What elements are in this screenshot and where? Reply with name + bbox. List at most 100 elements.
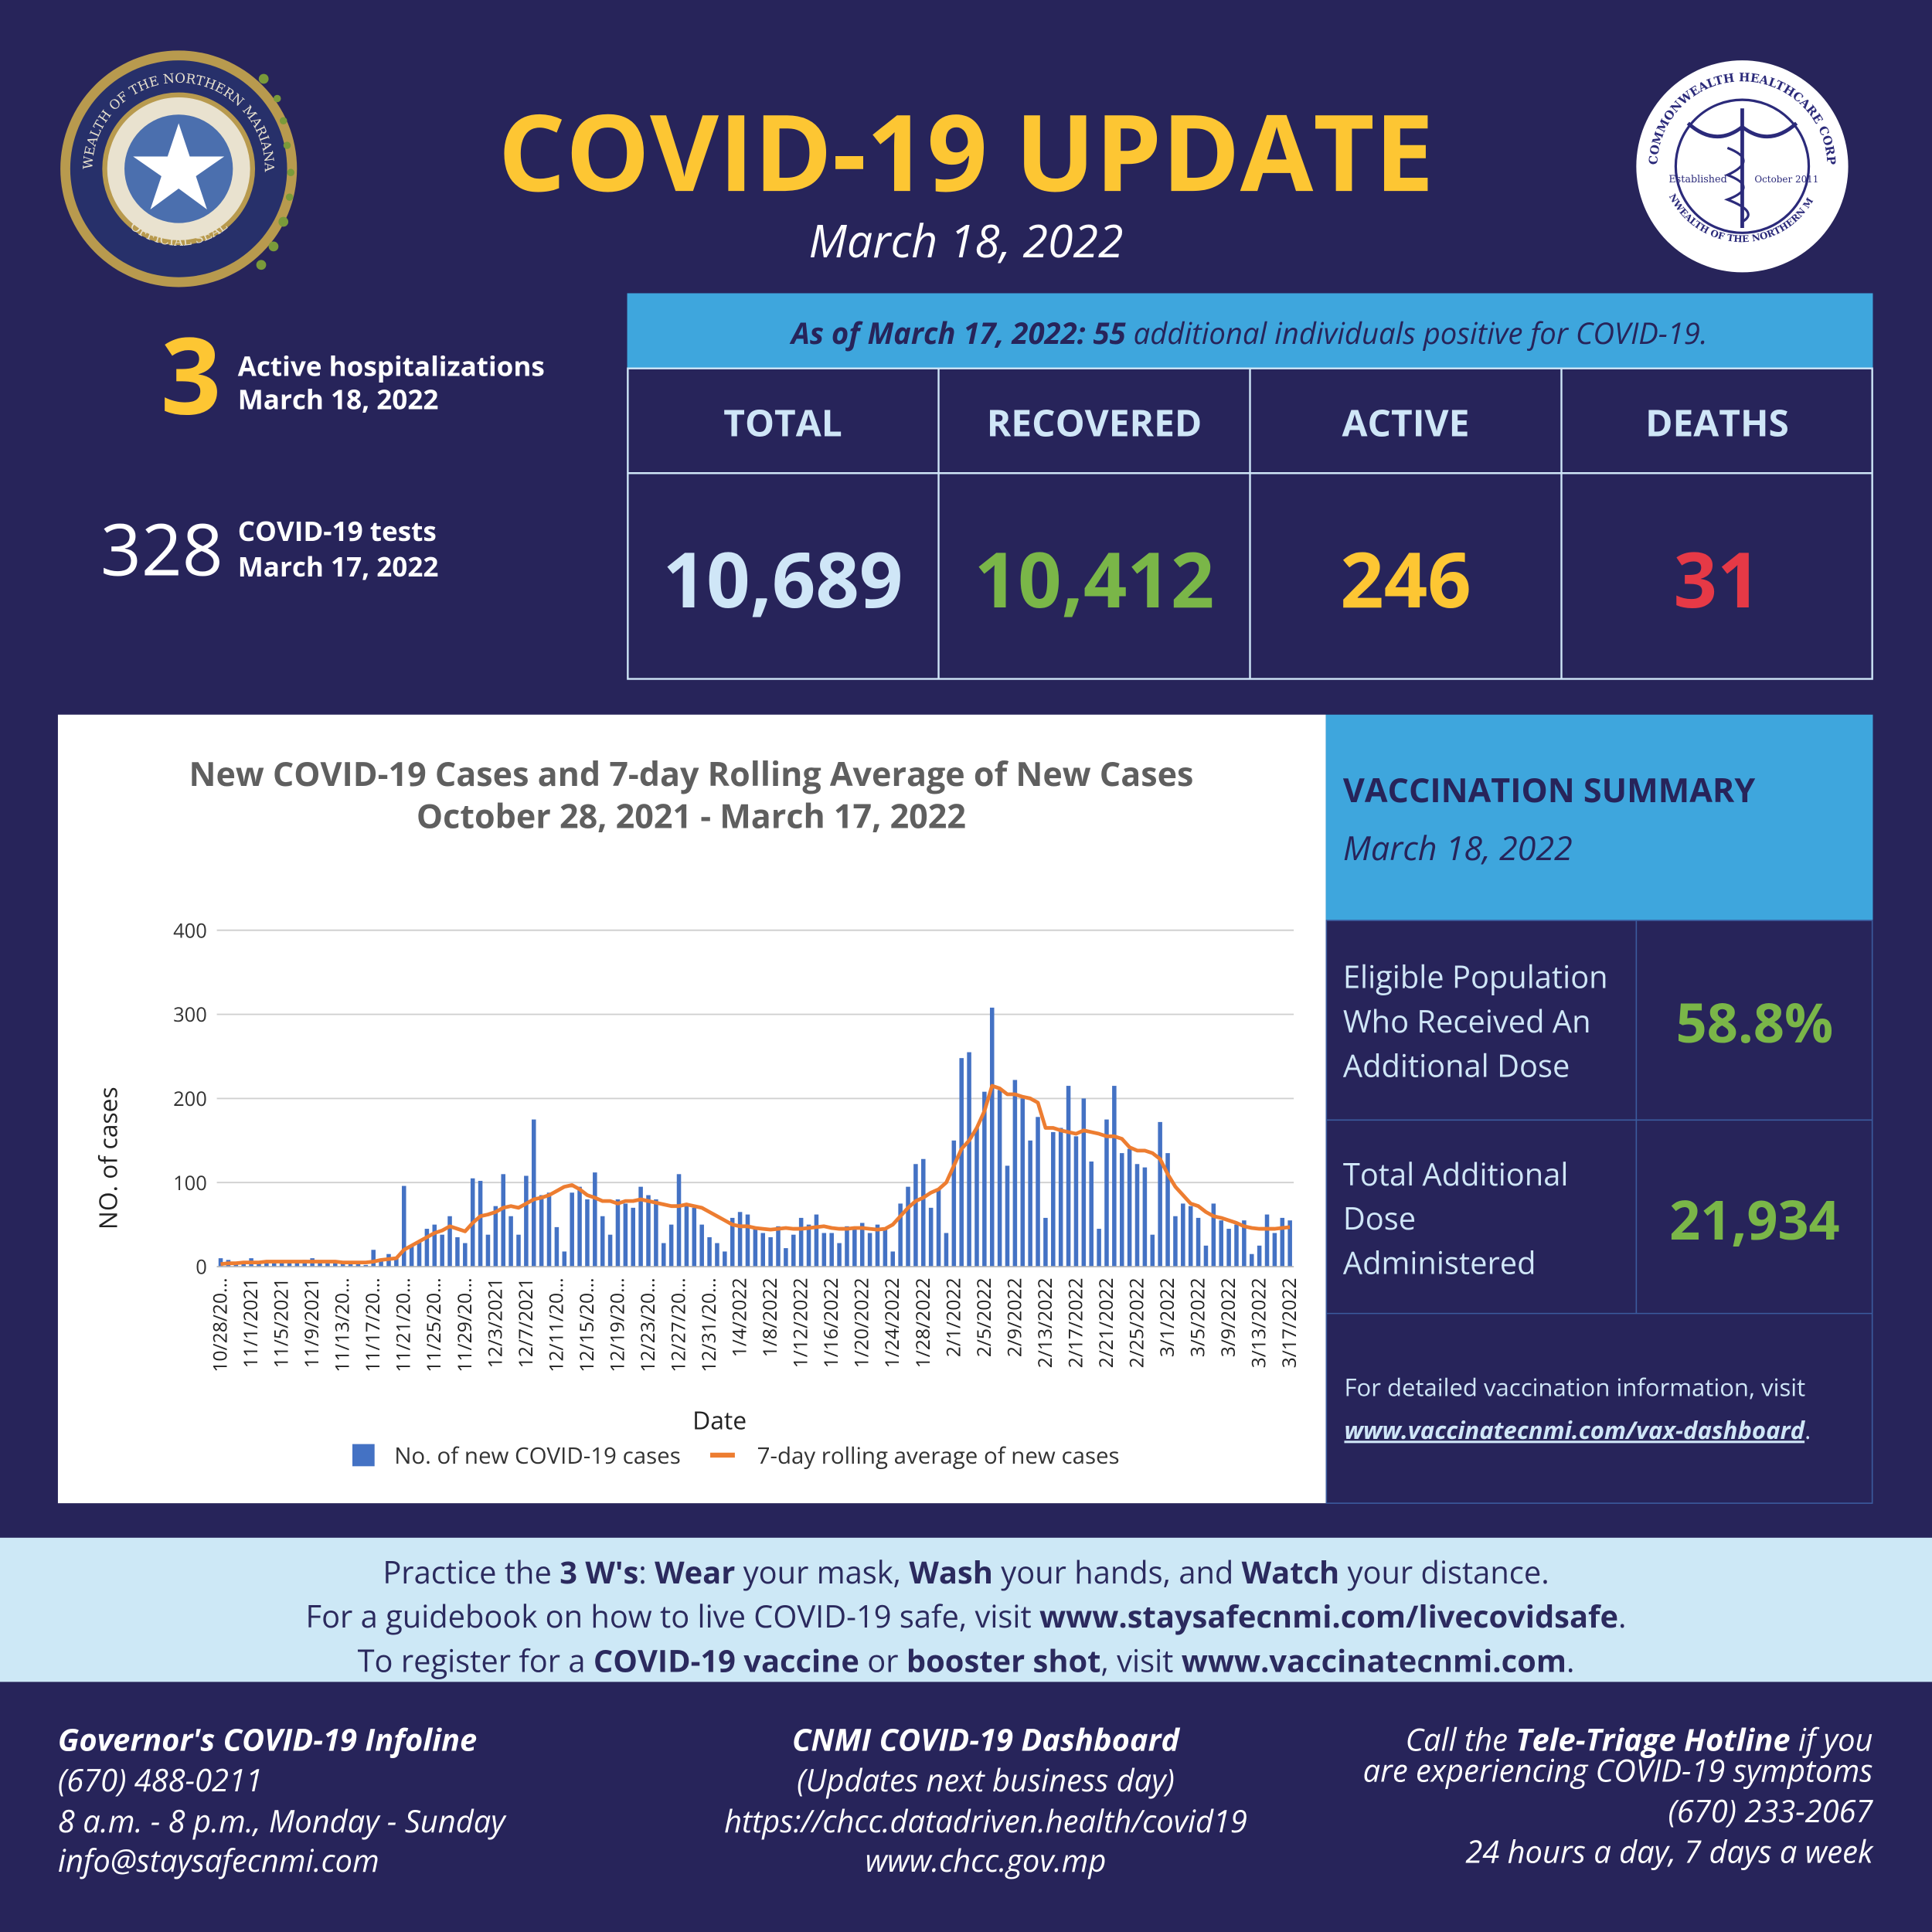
footer-text: are experiencing COVID-19 symptoms [1363,1748,1873,1791]
x-tick-label: 1/20/2022 [849,1277,875,1368]
bar [562,1251,567,1267]
bar [401,1185,406,1267]
bar [890,1251,896,1267]
x-tick-label: 11/5/2021 [269,1277,294,1368]
bar [784,1248,788,1267]
bar [638,1186,643,1267]
y-tick-label: 300 [173,1002,207,1028]
message-text: For a guidebook on how to live COVID-19 … [306,1594,1032,1637]
message-line: To register for a COVID-19 vaccine or bo… [358,1639,1575,1682]
vaccination-panel: VACCINATION SUMMARY March 18, 2022 Eligi… [1325,714,1873,1504]
message-link[interactable]: www.staysafecnmi.com/livecovidsafe [1039,1594,1618,1637]
bar [355,1263,361,1267]
bar [371,1250,376,1267]
bar [554,1226,560,1267]
bar [1242,1220,1247,1267]
bar [821,1233,827,1267]
bar [531,1119,536,1267]
footer-text: Call the Tele-Triage Hotline if you [1406,1718,1873,1760]
footer-text: (Updates next business day) [797,1758,1175,1801]
bar [814,1214,819,1267]
bar [1150,1234,1155,1267]
bar [1165,1153,1170,1267]
bar [379,1260,383,1267]
stats-table: TOTAL 10,689 RECOVERED 10,412 ACTIVE 246 DEATH… [627,367,1873,680]
bar [1112,1086,1117,1267]
bar [447,1216,452,1267]
message-bold: 3 W's [560,1550,638,1593]
y-tick-label: 0 [196,1254,207,1281]
bar [1264,1214,1270,1267]
bar [363,1264,369,1267]
bar [607,1234,613,1267]
x-tick-label: 11/21/20... [391,1277,417,1372]
x-tick-label: 2/5/2022 [971,1277,997,1357]
bar [837,1243,842,1267]
bar [318,1261,322,1267]
bar [883,1229,888,1267]
bar [1134,1164,1140,1267]
tests-label: COVID-19 tests [238,513,437,549]
footer-heading: CNMI COVID-19 Dashboard [792,1718,1180,1760]
vaccination-label: Dose [1343,1196,1416,1239]
bar [707,1236,712,1267]
x-tick-label: 11/13/20... [330,1277,355,1372]
chart-subtitle: October 28, 2021 - March 17, 2022 [417,792,966,838]
bar [600,1216,605,1267]
message-text: Practice the [383,1550,552,1593]
chart: New COVID-19 Cases and 7-day Rolling Ave… [91,750,1302,1471]
page-date: March 18, 2022 [809,209,1124,271]
bar [760,1233,766,1267]
bar [898,1203,903,1267]
bar [585,1199,590,1267]
message-bold: Wear [655,1550,735,1593]
bar [852,1229,857,1267]
bar [264,1261,269,1267]
bar [913,1164,918,1267]
y-tick-label: 100 [173,1170,207,1196]
vaccination-label: Total Additional [1343,1152,1569,1195]
bar [501,1174,505,1267]
x-tick-label: 3/13/2022 [1247,1277,1272,1368]
bar [279,1260,284,1267]
vaccination-label: Additional Dose [1343,1043,1570,1086]
bar [631,1207,635,1267]
bar [623,1203,628,1267]
bar [257,1262,261,1267]
table-value: 31 [1673,526,1760,630]
tests-value: 328 [100,500,223,597]
bar [1066,1086,1071,1267]
bar [287,1262,292,1267]
bar [776,1226,781,1267]
bar [723,1251,727,1267]
x-tick-label: 11/9/2021 [299,1277,325,1368]
message-link[interactable]: www.vaccinatecnmi.com [1182,1639,1566,1682]
footer-text: info@staysafecnmi.com [58,1838,379,1881]
bar [294,1261,300,1267]
message-band [0,1537,1932,1682]
bar [1028,1140,1032,1267]
x-tick-label: 2/21/2022 [1094,1277,1119,1368]
bar [959,1058,964,1267]
legend-label: 7-day rolling average of new cases [757,1439,1120,1471]
bar [463,1243,468,1267]
bar [798,1217,804,1267]
summary-band [627,293,1873,369]
footer-text: (670) 488-0211 [58,1758,263,1801]
bar [1257,1245,1262,1267]
bar [745,1214,750,1267]
x-tick-label: 11/25/20... [421,1277,447,1372]
vaccination-label: Who Received An [1343,999,1591,1042]
bar [1104,1119,1109,1267]
bar [577,1186,582,1267]
vaccination-link-line: www.vaccinatecnmi.com/vax-dashboard. [1344,1414,1811,1447]
bar [1127,1148,1132,1267]
bar [1280,1217,1285,1267]
bar [1012,1080,1018,1267]
bar [921,1158,926,1267]
vaccination-link[interactable]: www.vaccinatecnmi.com/vax-dashboard [1344,1414,1805,1447]
vaccination-value: 58.8% [1676,985,1834,1059]
x-tick-label: 12/31/20... [696,1277,722,1372]
bar [546,1192,552,1267]
vaccination-value: 21,934 [1669,1182,1840,1256]
